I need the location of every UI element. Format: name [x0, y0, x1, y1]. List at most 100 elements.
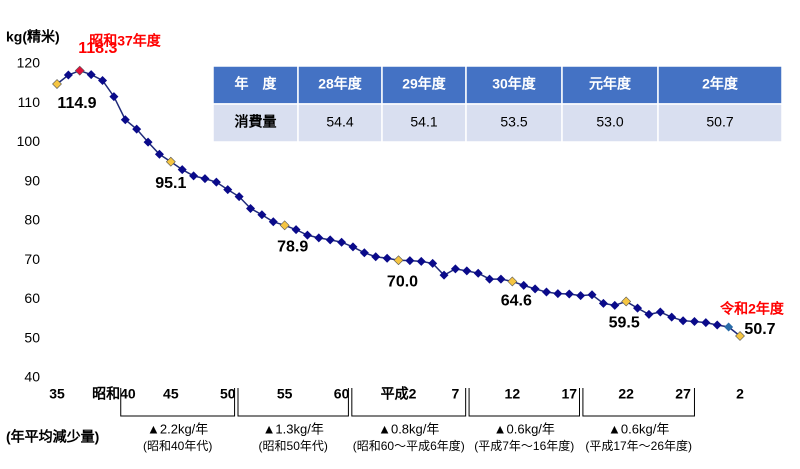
y-tick-label: 90	[24, 172, 40, 188]
y-tick-label: 120	[17, 55, 41, 71]
y-tick-label: 110	[18, 94, 41, 110]
x-tick-label: 17	[561, 386, 577, 402]
table-value: 54.1	[410, 114, 437, 130]
data-label: 59.5	[609, 315, 640, 332]
period-rate: ▲0.6kg/年	[494, 421, 555, 436]
marker	[712, 320, 722, 330]
table-value: 53.0	[596, 114, 623, 130]
bracket	[582, 388, 695, 417]
period-era: (昭和50年代)	[259, 439, 328, 453]
data-label: 64.6	[501, 293, 532, 310]
table-cell	[381, 65, 467, 105]
marker	[234, 192, 244, 202]
x-tick-label: 12	[505, 386, 521, 402]
marker	[564, 289, 574, 299]
marker	[485, 274, 495, 284]
marker	[177, 165, 187, 175]
marker	[701, 318, 711, 328]
data-label: 78.9	[277, 239, 308, 256]
marker	[189, 171, 199, 181]
marker	[98, 75, 108, 85]
marker	[644, 309, 654, 319]
period-era: (昭和40年代)	[143, 439, 212, 453]
x-tick-label: 27	[675, 386, 691, 402]
period-era: (平成7年～16年度)	[474, 438, 574, 453]
marker	[428, 258, 438, 268]
table-cell	[465, 103, 563, 143]
marker	[382, 253, 392, 263]
x-tick-label: 35	[49, 386, 65, 402]
data-label: 50.7	[744, 321, 775, 338]
marker	[633, 303, 643, 313]
period-era: (平成17年～26年度)	[585, 438, 692, 453]
marker	[109, 92, 119, 102]
y-tick-label: 100	[17, 133, 41, 149]
marker	[371, 252, 381, 262]
marker	[200, 174, 210, 184]
marker	[553, 289, 563, 299]
marker	[154, 149, 164, 159]
period-rate: ▲1.3kg/年	[263, 421, 324, 436]
marker	[405, 256, 415, 266]
marker	[314, 233, 324, 243]
marker	[655, 307, 665, 317]
marker	[279, 220, 290, 231]
x-tick-label: 60	[334, 386, 350, 402]
x-tick-label: 昭和40	[92, 386, 136, 402]
marker	[132, 124, 142, 134]
period-rate: ▲2.2kg/年	[147, 421, 208, 436]
table-header: 28年度	[318, 76, 363, 92]
x-tick-label: 50	[220, 386, 236, 402]
data-label: 118.3	[78, 40, 117, 57]
table-header: 30年度	[492, 76, 537, 92]
table-cell	[212, 103, 299, 143]
marker	[587, 290, 597, 300]
marker	[450, 264, 460, 274]
table-header: 29年度	[402, 76, 447, 92]
marker	[120, 115, 130, 125]
marker	[86, 70, 96, 80]
footnote: (年平均減少量)	[6, 429, 99, 445]
table-cell	[297, 103, 383, 143]
marker	[530, 284, 540, 294]
table-value: 消費量	[235, 114, 277, 130]
table-value: 54.4	[326, 114, 353, 130]
y-axis-label: kg(精米)	[6, 29, 60, 45]
table-cell	[297, 65, 383, 105]
x-tick-label: 平成2	[381, 386, 417, 402]
period-era: (昭和60～平成6年度)	[353, 438, 465, 453]
marker	[143, 137, 153, 147]
marker	[621, 296, 632, 307]
bracket	[120, 388, 236, 417]
y-tick-label: 50	[24, 329, 40, 345]
data-label: 70.0	[387, 273, 418, 290]
table-value: 53.5	[500, 114, 527, 130]
bracket	[237, 388, 349, 417]
table-cell	[657, 103, 783, 143]
y-tick-label: 80	[24, 212, 40, 228]
marker	[63, 70, 73, 80]
table-header: 元年度	[589, 76, 632, 92]
marker	[507, 276, 518, 287]
period-rate: ▲0.6kg/年	[608, 421, 669, 436]
marker	[667, 312, 677, 322]
bracket	[468, 388, 580, 417]
marker	[223, 185, 233, 195]
marker	[268, 217, 278, 227]
marker	[291, 225, 301, 235]
table-value: 50.7	[706, 114, 733, 130]
marker	[439, 270, 449, 280]
y-tick-label: 40	[24, 369, 40, 385]
marker	[598, 298, 608, 308]
marker	[165, 156, 176, 167]
marker	[211, 177, 221, 187]
marker	[393, 255, 404, 266]
marker	[257, 210, 267, 220]
bracket	[351, 388, 467, 417]
x-tick-label: 7	[452, 386, 460, 402]
y-tick-label: 70	[24, 251, 40, 267]
x-tick-label: 22	[618, 386, 634, 402]
marker	[302, 230, 312, 240]
table-cell	[381, 103, 467, 143]
